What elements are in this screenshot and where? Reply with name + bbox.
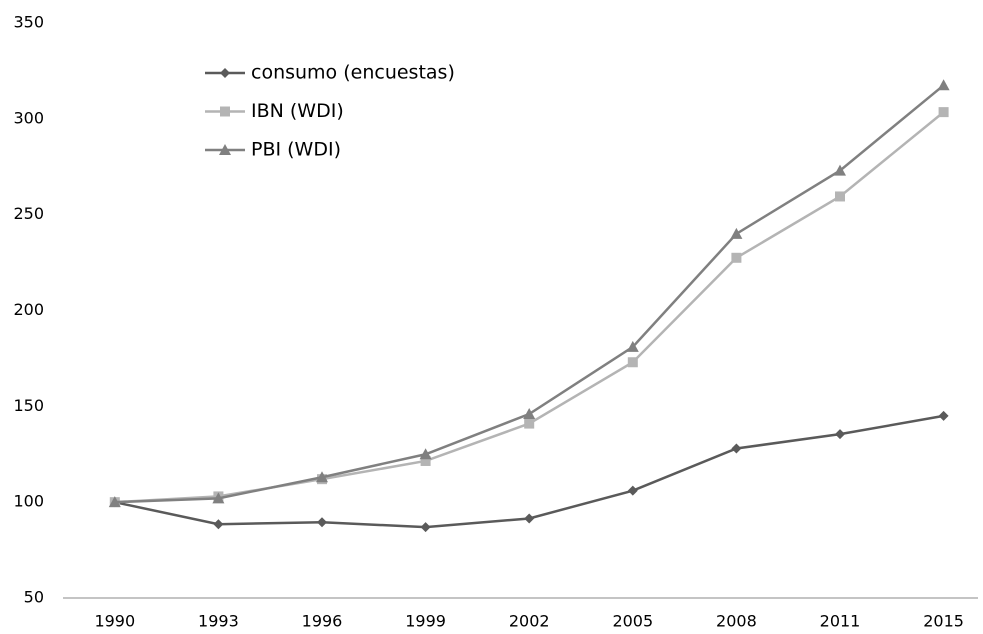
marker xyxy=(220,106,230,117)
marker xyxy=(731,443,742,454)
legend-label: PBI (WDI) xyxy=(251,139,341,161)
x-tick-label: 1993 xyxy=(198,612,239,631)
y-tick-label: 200 xyxy=(13,300,44,319)
y-tick-label: 50 xyxy=(24,588,44,607)
x-tick-label: 1990 xyxy=(94,612,135,631)
x-tick-label: 2011 xyxy=(820,612,861,631)
marker xyxy=(220,68,230,78)
marker xyxy=(219,144,231,155)
marker xyxy=(212,492,225,504)
marker xyxy=(419,448,432,460)
marker xyxy=(626,340,639,352)
marker xyxy=(731,252,742,263)
marker xyxy=(523,408,536,419)
marker xyxy=(938,410,949,421)
x-tick-label: 2015 xyxy=(923,612,964,631)
y-tick-label: 250 xyxy=(13,204,44,223)
legend-label: consumo (encuestas) xyxy=(251,62,455,84)
marker xyxy=(213,519,224,530)
marker xyxy=(730,227,743,239)
y-tick-label: 300 xyxy=(13,108,44,127)
x-tick-label: 1999 xyxy=(405,612,446,631)
marker xyxy=(316,471,328,483)
marker xyxy=(317,517,327,528)
marker xyxy=(524,418,535,429)
marker xyxy=(627,357,638,368)
legend-label: IBN (WDI) xyxy=(251,100,344,122)
marker xyxy=(420,455,431,466)
marker xyxy=(835,191,845,202)
y-tick-label: 350 xyxy=(13,13,44,32)
marker xyxy=(937,79,950,91)
marker xyxy=(835,429,845,440)
x-tick-label: 2002 xyxy=(509,612,550,631)
marker xyxy=(938,107,949,118)
x-tick-label: 2005 xyxy=(612,612,653,631)
marker xyxy=(420,522,431,533)
y-tick-label: 100 xyxy=(13,492,44,511)
series-line xyxy=(114,414,944,529)
marker xyxy=(834,164,846,176)
x-tick-label: 1996 xyxy=(302,612,343,631)
marker xyxy=(108,496,121,508)
series-line xyxy=(114,84,945,504)
x-tick-label: 2008 xyxy=(716,612,757,631)
marker xyxy=(524,513,535,524)
series-line xyxy=(114,111,945,504)
y-tick-label: 150 xyxy=(13,396,44,415)
marker xyxy=(627,485,638,496)
